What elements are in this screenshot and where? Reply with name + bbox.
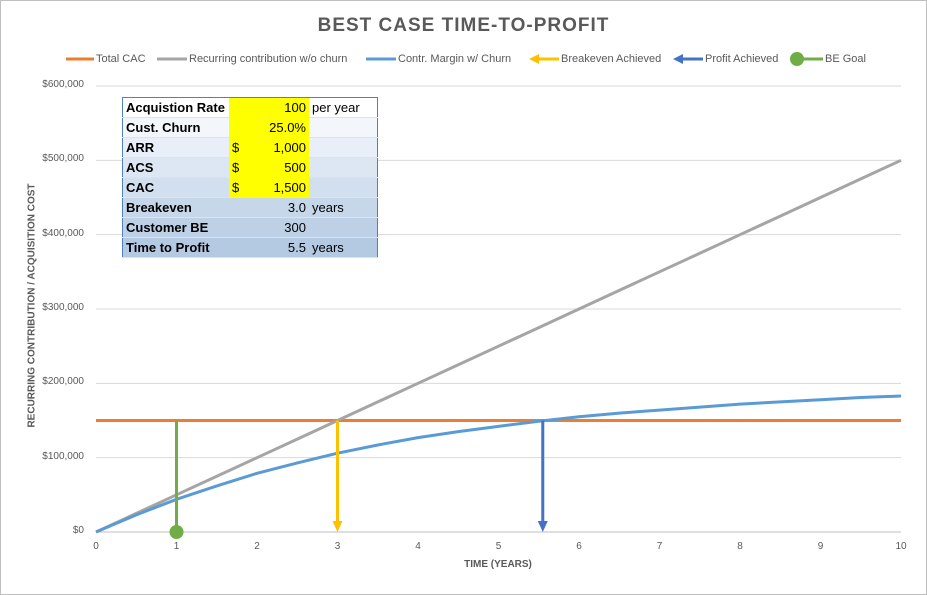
y-tick-label: $300,000 (42, 302, 84, 313)
legend-line-swatch (366, 57, 396, 61)
legend-label: Breakeven Achieved (561, 53, 662, 65)
row-unit: years (309, 237, 378, 258)
x-axis-label: TIME (YEARS) (464, 559, 532, 570)
row-unit: per year (309, 97, 378, 118)
row-label: Breakeven (122, 197, 229, 218)
row-value: 1,000 (249, 137, 309, 158)
x-tick-label: 10 (895, 541, 907, 552)
legend-item-breakeven-achieved: Breakeven Achieved (529, 49, 661, 69)
row-currency: $ (229, 177, 249, 198)
row-currency (229, 97, 249, 118)
row-label: CAC (122, 177, 229, 198)
table-row: Customer BE 300 (122, 217, 378, 238)
x-tick-label: 2 (254, 541, 260, 552)
table-row: Breakeven 3.0 years (122, 197, 378, 218)
y-tick-label: $400,000 (42, 227, 84, 239)
legend-item-profit-achieved: Profit Achieved (673, 49, 778, 69)
marker-be-goal-dot (169, 525, 184, 539)
row-unit (309, 137, 378, 158)
series-line-contr-margin-w-churn (95, 394, 902, 534)
marker-profit-achieved-arrowhead (537, 521, 548, 532)
x-tick-label: 3 (334, 541, 341, 552)
row-unit (309, 177, 378, 198)
x-tick-label: 0 (93, 541, 99, 552)
row-value: 500 (249, 157, 309, 178)
row-currency: $ (229, 137, 249, 158)
row-value: 1,500 (249, 177, 309, 198)
x-tick-label: 4 (415, 541, 421, 552)
row-label: ACS (122, 157, 229, 178)
row-label: Acquistion Rate (122, 97, 229, 118)
legend-label: Profit Achieved (705, 53, 779, 65)
row-label: Cust. Churn (122, 117, 229, 138)
table-row: ARR $1,000 (122, 137, 378, 158)
legend-label: Contr. Margin w/ Churn (398, 53, 512, 65)
legend-item-contr-margin: Contr. Margin w/ Churn (366, 49, 511, 69)
marker-layer (169, 420, 548, 539)
inputs-table: Acquistion Rate 100 per year Cust. Churn 25.… (122, 97, 378, 258)
legend-line-swatch (66, 57, 94, 61)
legend-line-swatch (157, 57, 187, 61)
x-tick-label: 7 (656, 541, 663, 552)
table-row: Cust. Churn 25.0% (122, 117, 378, 138)
y-tick-label: $600,000 (42, 79, 84, 90)
x-tick-label: 9 (817, 541, 824, 552)
row-value: 3.0 (249, 197, 309, 218)
row-currency: $ (229, 157, 249, 178)
legend-label: Total CAC (96, 53, 146, 65)
x-tick-label: 1 (173, 541, 180, 552)
row-unit (309, 117, 378, 138)
legend-item-be-goal: BE Goal (789, 49, 866, 69)
row-label: Customer BE (122, 217, 229, 238)
chart-title: BEST CASE TIME-TO-PROFIT (317, 15, 610, 36)
row-value: 5.5 (249, 237, 309, 258)
row-unit (309, 157, 378, 178)
marker-breakeven-achieved-arrowhead (332, 521, 343, 532)
arrow-left-icon (673, 54, 703, 64)
row-label: Time to Profit (122, 237, 229, 258)
row-value: 100 (249, 97, 309, 118)
dot-marker-icon (790, 52, 823, 66)
y-tick-label: $200,000 (42, 376, 84, 388)
y-axis-label: RECURRING CONTRIBUTION / ACQUISITION COS… (26, 183, 38, 428)
series-layer (95, 158, 902, 534)
row-currency (229, 117, 249, 138)
legend-label: BE Goal (825, 53, 866, 65)
legend-label: Recurring contribution w/o churn (189, 53, 348, 65)
table-row: ACS $500 (122, 157, 378, 178)
gridlines (96, 85, 901, 533)
row-label: ARR (122, 137, 229, 158)
table-row: Acquistion Rate 100 per year (122, 97, 378, 118)
series-line-recurring-contribution-w-o-churn (95, 158, 902, 534)
y-tick-label: $0 (72, 525, 84, 536)
y-tick-label: $500,000 (42, 153, 84, 165)
row-currency (229, 237, 249, 258)
arrow-left-icon (529, 54, 559, 64)
legend-item-recurring-contribution: Recurring contribution w/o churn (157, 49, 347, 69)
row-unit (309, 217, 378, 238)
y-tick-label: $100,000 (42, 450, 84, 462)
row-currency (229, 217, 249, 238)
row-unit: years (309, 197, 378, 218)
x-tick-label: 5 (495, 541, 502, 552)
table-row: CAC $1,500 (122, 177, 378, 198)
x-tick-label: 8 (737, 541, 743, 552)
row-currency (229, 197, 249, 218)
table-row: Time to Profit 5.5 years (122, 237, 378, 258)
row-value: 300 (249, 217, 309, 238)
x-tick-label: 6 (576, 541, 582, 552)
row-value: 25.0% (249, 117, 309, 138)
chart-legend: Total CAC Recurring contribution w/o chu… (0, 49, 927, 69)
legend-item-total-cac: Total CAC (66, 49, 146, 69)
